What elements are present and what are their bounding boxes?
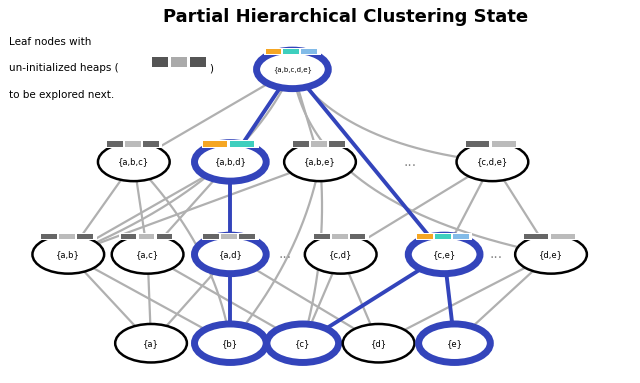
FancyBboxPatch shape: [435, 234, 451, 239]
Circle shape: [33, 235, 104, 273]
FancyBboxPatch shape: [311, 141, 327, 147]
FancyBboxPatch shape: [523, 233, 579, 240]
Text: {a}: {a}: [143, 339, 159, 348]
FancyBboxPatch shape: [202, 233, 259, 240]
FancyBboxPatch shape: [40, 233, 97, 240]
Circle shape: [98, 142, 170, 181]
Text: Partial Hierarchical Clustering State: Partial Hierarchical Clustering State: [163, 8, 528, 26]
FancyBboxPatch shape: [314, 234, 330, 239]
Text: {c,e}: {c,e}: [433, 250, 456, 259]
FancyBboxPatch shape: [190, 57, 206, 67]
FancyBboxPatch shape: [266, 49, 282, 54]
Circle shape: [515, 235, 587, 273]
FancyBboxPatch shape: [42, 234, 57, 239]
FancyBboxPatch shape: [157, 234, 172, 239]
FancyBboxPatch shape: [204, 234, 220, 239]
Text: {a,c}: {a,c}: [136, 250, 159, 259]
FancyBboxPatch shape: [107, 141, 123, 147]
Text: {c}: {c}: [295, 339, 310, 348]
Text: {d,e}: {d,e}: [539, 250, 563, 259]
Circle shape: [305, 235, 376, 273]
Circle shape: [115, 324, 187, 362]
Text: {d}: {d}: [371, 339, 387, 348]
FancyBboxPatch shape: [293, 141, 309, 147]
Text: {c,d}: {c,d}: [329, 250, 353, 259]
Text: {a,b,e}: {a,b,e}: [304, 157, 336, 166]
FancyBboxPatch shape: [453, 234, 469, 239]
Circle shape: [257, 50, 328, 88]
FancyBboxPatch shape: [152, 57, 168, 67]
FancyBboxPatch shape: [264, 48, 321, 55]
FancyBboxPatch shape: [230, 141, 254, 147]
FancyBboxPatch shape: [284, 49, 300, 54]
FancyBboxPatch shape: [204, 141, 227, 147]
Text: to be explored next.: to be explored next.: [9, 90, 115, 100]
Text: {a,b}: {a,b}: [56, 250, 80, 259]
FancyBboxPatch shape: [139, 234, 154, 239]
Circle shape: [456, 142, 528, 181]
FancyBboxPatch shape: [171, 57, 187, 67]
Text: ...: ...: [279, 247, 292, 262]
FancyBboxPatch shape: [301, 49, 317, 54]
Text: {b}: {b}: [222, 339, 239, 348]
Text: ...: ...: [403, 155, 416, 169]
Circle shape: [195, 324, 266, 362]
FancyBboxPatch shape: [524, 234, 548, 239]
FancyBboxPatch shape: [119, 233, 176, 240]
FancyBboxPatch shape: [329, 141, 345, 147]
FancyBboxPatch shape: [417, 234, 433, 239]
FancyBboxPatch shape: [106, 141, 162, 147]
FancyBboxPatch shape: [60, 234, 75, 239]
Text: {e}: {e}: [447, 339, 463, 348]
FancyBboxPatch shape: [125, 141, 141, 147]
FancyBboxPatch shape: [77, 234, 93, 239]
FancyBboxPatch shape: [464, 141, 521, 147]
FancyBboxPatch shape: [465, 141, 489, 147]
Text: {a,b,c}: {a,b,c}: [118, 157, 149, 166]
Circle shape: [267, 324, 339, 362]
Text: {a,b,d}: {a,b,d}: [214, 157, 246, 166]
FancyBboxPatch shape: [349, 234, 365, 239]
Circle shape: [284, 142, 356, 181]
Circle shape: [419, 324, 490, 362]
FancyBboxPatch shape: [292, 141, 348, 147]
Text: {a,d}: {a,d}: [218, 250, 243, 259]
Text: ...: ...: [490, 247, 502, 262]
Text: {a,b,c,d,e}: {a,b,c,d,e}: [273, 66, 312, 73]
Text: {c,d,e}: {c,d,e}: [477, 157, 508, 166]
Text: un-initialized heaps (: un-initialized heaps (: [9, 63, 119, 73]
Circle shape: [343, 324, 415, 362]
Text: ): ): [209, 63, 213, 73]
FancyBboxPatch shape: [121, 234, 136, 239]
FancyBboxPatch shape: [492, 141, 516, 147]
FancyBboxPatch shape: [221, 234, 237, 239]
FancyBboxPatch shape: [239, 234, 255, 239]
FancyBboxPatch shape: [143, 141, 159, 147]
FancyBboxPatch shape: [551, 234, 575, 239]
Text: Leaf nodes with: Leaf nodes with: [9, 37, 92, 47]
Circle shape: [195, 235, 266, 273]
FancyBboxPatch shape: [332, 234, 348, 239]
FancyBboxPatch shape: [202, 141, 259, 147]
FancyBboxPatch shape: [312, 233, 369, 240]
FancyBboxPatch shape: [416, 233, 472, 240]
Circle shape: [195, 142, 266, 181]
Circle shape: [112, 235, 184, 273]
Circle shape: [408, 235, 480, 273]
